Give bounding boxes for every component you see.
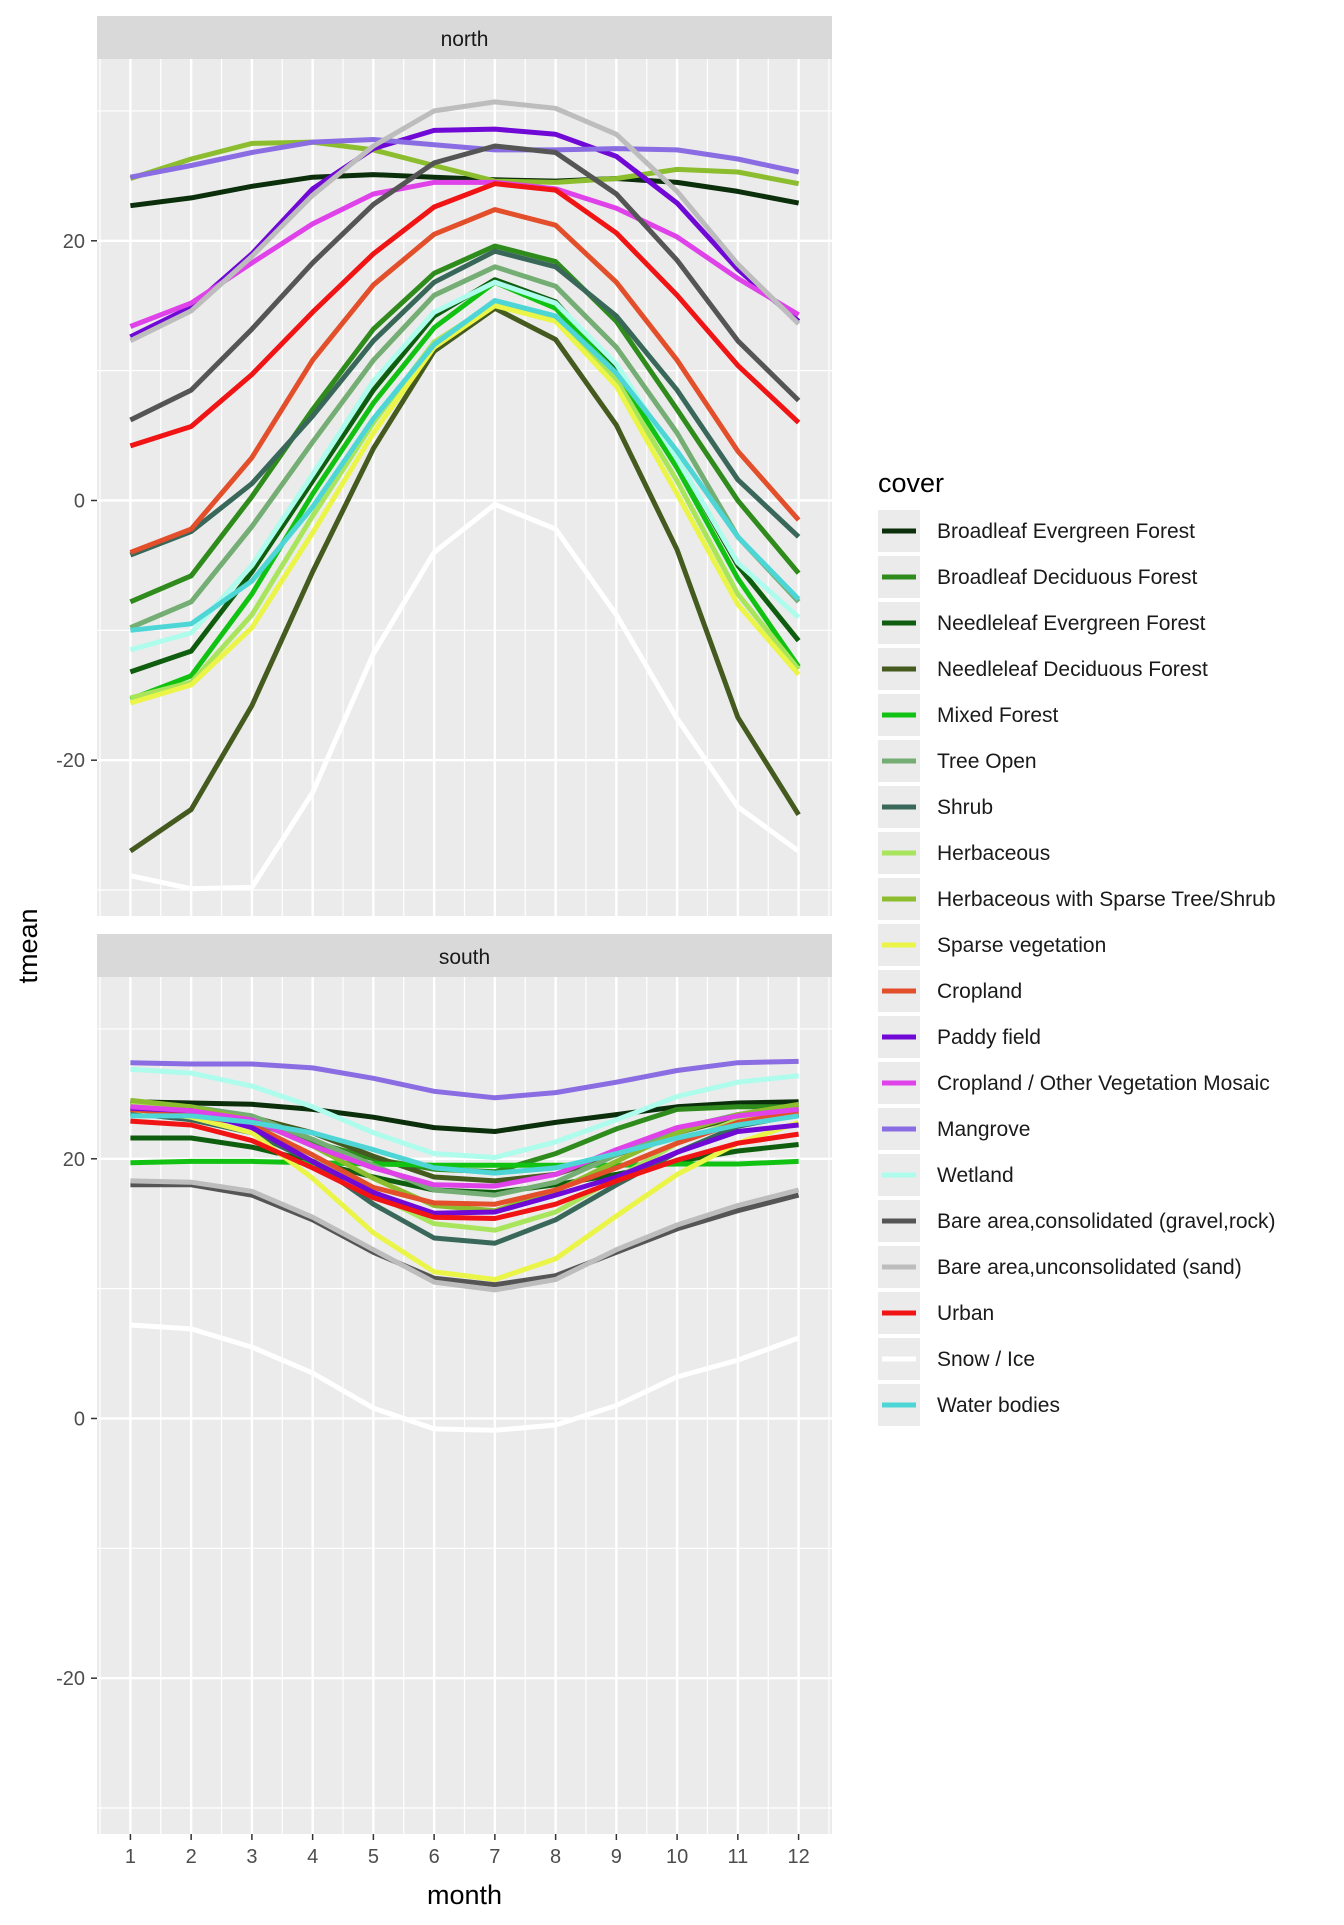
legend-label: Broadleaf Deciduous Forest	[937, 566, 1197, 589]
series-line	[130, 1105, 799, 1216]
y-tick-label: -20	[56, 1668, 85, 1690]
y-tick-label: 0	[74, 490, 85, 512]
legend-title: cover	[878, 468, 944, 498]
legend-label: Mangrove	[937, 1118, 1030, 1141]
x-tick-label: 2	[186, 1846, 197, 1868]
y-tick-label: -20	[56, 750, 85, 772]
legend-label: Water bodies	[937, 1394, 1060, 1417]
series-line	[130, 1106, 800, 1282]
x-tick-label: 10	[666, 1846, 688, 1868]
series-line	[129, 137, 800, 180]
y-tick-label: 20	[63, 231, 85, 253]
series-line	[129, 243, 801, 605]
legend-label: Herbaceous with Sparse Tree/Shrub	[937, 888, 1276, 911]
y-tick-label: 20	[63, 1149, 85, 1171]
x-tick-label: 9	[611, 1846, 622, 1868]
x-tick-label: 1	[125, 1846, 136, 1868]
series-line	[129, 139, 800, 187]
series-line	[128, 305, 801, 854]
legend-items: Broadleaf Evergreen Forest Broadleaf Deci…	[878, 510, 1276, 1426]
series-line	[129, 279, 801, 702]
panel-north: north	[97, 16, 832, 916]
series-line	[129, 279, 801, 653]
series-line	[129, 179, 800, 329]
y-axis-label: tmean	[13, 908, 43, 983]
series-line	[130, 1066, 799, 1160]
series-line	[129, 181, 801, 449]
series-line	[130, 1099, 799, 1134]
legend: cover Broadleaf Evergreen ForestBroadlea…	[878, 468, 1276, 1426]
series-line	[129, 303, 801, 706]
series-line	[129, 264, 801, 631]
x-tick-label: 3	[246, 1846, 257, 1868]
series-line	[130, 1178, 800, 1293]
x-tick-label: 12	[787, 1846, 809, 1868]
series-line	[130, 298, 801, 633]
legend-label: Needleleaf Evergreen Forest	[937, 612, 1206, 635]
x-axis-ticks: 1 2 3 4 5 6 7 8 9 10 11 12	[125, 1834, 810, 1868]
panel-south-grid	[97, 977, 832, 1834]
legend-label: Urban	[937, 1302, 994, 1325]
series-line	[129, 501, 801, 892]
legend-label: Sparse vegetation	[937, 934, 1106, 957]
y-tick-label: 0	[74, 1408, 85, 1430]
legend-label: Cropland	[937, 980, 1022, 1003]
series-line	[129, 99, 801, 344]
x-tick-label: 4	[307, 1846, 318, 1868]
series-line	[130, 172, 800, 209]
series-line	[130, 1322, 800, 1433]
series-line	[130, 1113, 799, 1176]
legend-label: Mixed Forest	[937, 704, 1059, 727]
legend-label: Paddy field	[937, 1026, 1041, 1049]
legend-label: Broadleaf Evergreen Forest	[937, 520, 1195, 543]
legend-label: Shrub	[937, 796, 993, 819]
legend-label: Herbaceous	[937, 842, 1050, 865]
panel-south: south	[97, 934, 832, 1834]
panel-south-title: south	[439, 946, 490, 969]
legend-label: Needleleaf Deciduous Forest	[937, 658, 1208, 681]
x-tick-label: 7	[489, 1846, 500, 1868]
series-line	[129, 248, 801, 558]
legend-label: Cropland / Other Vegetation Mosaic	[937, 1072, 1270, 1095]
legend-label: Tree Open	[937, 750, 1037, 773]
x-tick-label: 11	[727, 1846, 748, 1868]
x-tick-label: 8	[550, 1846, 561, 1868]
legend-label: Bare area,consolidated (gravel,rock)	[937, 1210, 1276, 1233]
series-line	[130, 1104, 799, 1189]
panel-south-strip	[97, 934, 832, 977]
x-tick-label: 5	[368, 1846, 379, 1868]
x-tick-label: 6	[429, 1846, 440, 1868]
series-line	[130, 1058, 799, 1101]
panel-north-title: north	[441, 28, 489, 51]
legend-label: Wetland	[937, 1164, 1014, 1187]
series-line	[130, 1158, 799, 1168]
legend-label: Snow / Ice	[937, 1348, 1035, 1371]
legend-label: Bare area,unconsolidated (sand)	[937, 1256, 1242, 1279]
series-line	[130, 1118, 799, 1221]
series-line	[130, 1182, 800, 1288]
y-axis-ticks: -20 0 20 -20 0 20	[56, 231, 97, 1690]
panel-north-series	[128, 99, 801, 892]
series-line	[129, 143, 801, 423]
series-line	[129, 207, 801, 555]
x-axis-label: month	[427, 1880, 502, 1910]
panel-south-series	[130, 1058, 800, 1433]
panel-north-strip	[97, 16, 832, 59]
